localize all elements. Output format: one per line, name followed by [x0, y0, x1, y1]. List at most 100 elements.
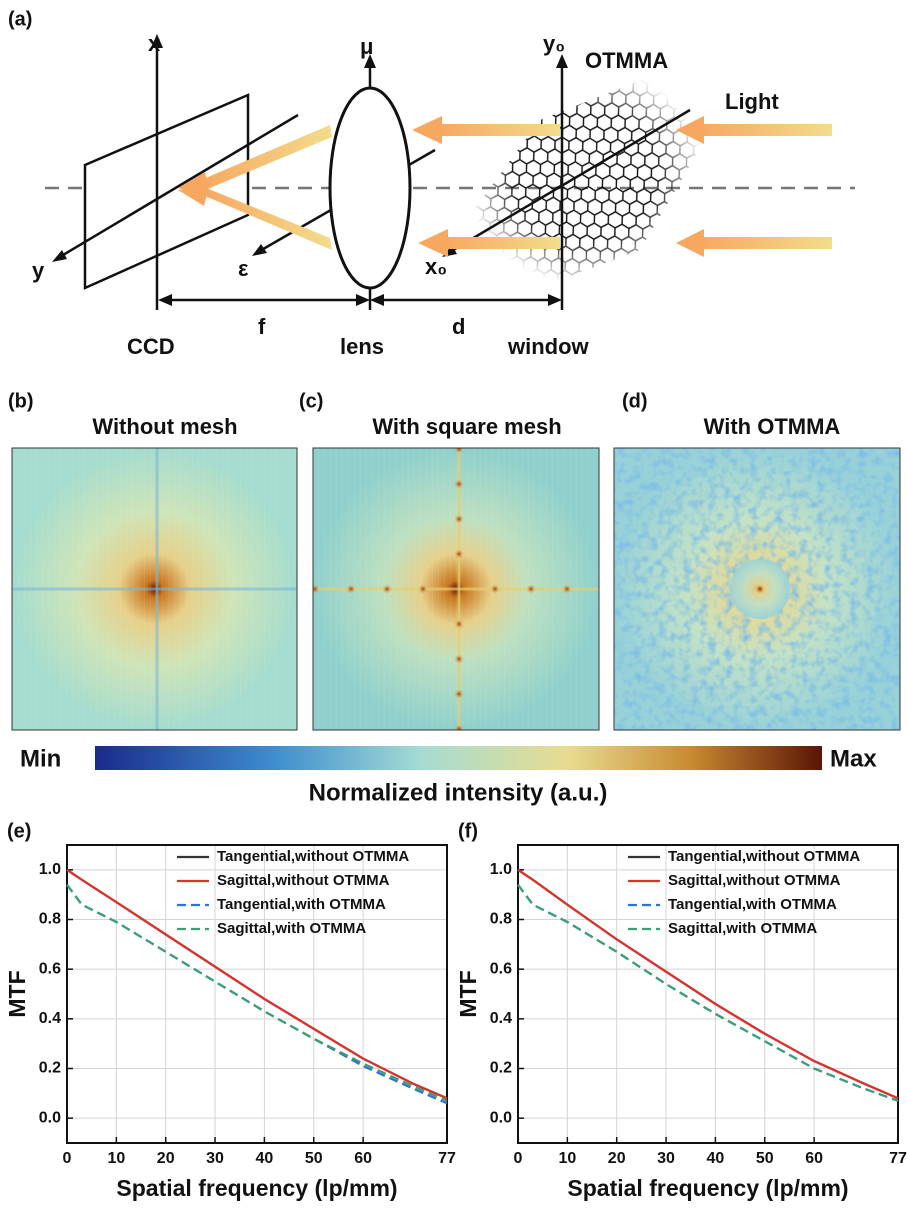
heatmap-c — [313, 448, 599, 730]
diffraction-spot — [454, 514, 464, 524]
y-tick-label: 1.0 — [39, 861, 61, 878]
legend-label: Sagittal,with OTMMA — [217, 920, 366, 937]
diffraction-spot — [454, 724, 464, 730]
arrowheads — [158, 294, 562, 306]
x-tick-label: 40 — [256, 1150, 274, 1167]
x-tick-label: 10 — [558, 1150, 576, 1167]
x-tick-label: 77 — [889, 1150, 907, 1167]
plot-frame — [66, 844, 448, 1144]
diffraction-spot — [418, 584, 428, 594]
diffraction-spot — [454, 479, 464, 489]
component-label: lens — [340, 334, 384, 359]
ccd-plane — [83, 93, 250, 290]
colorbar-title: Normalized intensity (a.u.) — [309, 779, 608, 806]
x-tick-label: 10 — [107, 1150, 125, 1167]
axis-line — [447, 108, 691, 255]
line — [66, 884, 448, 1102]
diffraction-spot — [454, 689, 464, 699]
legend-label: Tangential,without OTMMA — [668, 848, 860, 865]
x-tick-label: 50 — [305, 1150, 323, 1167]
axis-label: μ — [360, 34, 373, 59]
panel-label: (a) — [8, 8, 32, 30]
diffraction-spot — [454, 654, 464, 664]
x-tick-label: 50 — [756, 1150, 774, 1167]
axis-label: x₀ — [425, 254, 447, 279]
arrowhead — [252, 244, 267, 256]
mesh-label: OTMMA — [585, 48, 668, 73]
legend-label: Tangential,with OTMMA — [668, 896, 837, 913]
diffraction-spot — [382, 584, 392, 594]
light-arrows — [178, 116, 832, 257]
chart: (f) 0.0 0.2 0.4 0.6 0.8 1.0 0 10 20 30 40 50 60 77 Tang… — [455, 820, 907, 1201]
panel-a: (a) x μ y₀ OTMMA Light y ε x₀ CCD f lens… — [8, 8, 855, 359]
arrowhead — [556, 54, 568, 68]
arrowhead — [364, 54, 376, 68]
x-tick-label: 77 — [438, 1150, 456, 1167]
panel-title: With square mesh — [372, 414, 561, 439]
y-tick-label: 0.0 — [490, 1109, 512, 1126]
y-tick-label: 0.2 — [39, 1060, 61, 1077]
frame — [11, 447, 298, 731]
chart: (e) 0.0 0.2 0.4 0.6 0.8 1.0 0 10 20 30 40 50 60 77 Tang… — [4, 820, 456, 1201]
y-axis-title: MTF — [455, 970, 481, 1017]
x-tick-label: 30 — [657, 1150, 675, 1167]
x-axis-title: Spatial frequency (lp/mm) — [567, 1175, 848, 1201]
colorbar-min: Min — [20, 745, 61, 772]
diffraction-spot — [490, 584, 500, 594]
y-tick-label: 0.4 — [39, 1010, 61, 1027]
x-tick-label: 0 — [514, 1150, 523, 1167]
y-tick-label: 0.2 — [490, 1060, 512, 1077]
legend-label: Sagittal,without OTMMA — [668, 872, 841, 889]
arrowhead — [151, 34, 163, 48]
diffraction-spot — [346, 584, 356, 594]
diffraction-spot — [313, 584, 320, 594]
panel-label: (c) — [299, 390, 323, 412]
line — [66, 868, 448, 1100]
diffraction-spot — [454, 549, 464, 559]
x-tick-label: 40 — [707, 1150, 725, 1167]
diffraction-spot — [562, 584, 572, 594]
colorbar — [95, 746, 822, 770]
diffraction-spot — [454, 619, 464, 629]
distance-label: d — [452, 314, 465, 339]
colorbar-max: Max — [830, 745, 877, 772]
axis-label: ε — [238, 256, 249, 281]
x-tick-label: 20 — [608, 1150, 626, 1167]
y-tick-label: 0.6 — [39, 960, 61, 977]
axis-label: x — [148, 31, 161, 56]
panel-label: (d) — [622, 390, 648, 412]
plot-frame — [517, 844, 899, 1144]
diffraction-spot — [526, 584, 536, 594]
light-label: Light — [725, 89, 779, 114]
axis-label: y₀ — [543, 31, 565, 56]
y-tick-label: 0.8 — [490, 911, 512, 928]
x-axis-title: Spatial frequency (lp/mm) — [116, 1175, 397, 1201]
line — [517, 868, 899, 1100]
panel-label: (e) — [7, 820, 31, 842]
x-tick-label: 20 — [157, 1150, 175, 1167]
legend-label: Tangential,without OTMMA — [217, 848, 409, 865]
x-tick-label: 60 — [805, 1150, 823, 1167]
y-tick-label: 0.0 — [39, 1109, 61, 1126]
component-label: CCD — [127, 334, 175, 359]
axis-line — [57, 113, 299, 260]
y-tick-label: 0.6 — [490, 960, 512, 977]
diffraction-spot — [454, 448, 464, 454]
x-tick-label: 30 — [206, 1150, 224, 1167]
y-tick-label: 0.4 — [490, 1010, 512, 1027]
lens — [328, 86, 412, 290]
x-tick-label: 60 — [354, 1150, 372, 1167]
panel-title: Without mesh — [92, 414, 237, 439]
legend-label: Sagittal,without OTMMA — [217, 872, 390, 889]
legend-label: Tangential,with OTMMA — [217, 896, 386, 913]
heatmap-b — [12, 448, 297, 730]
frame — [312, 447, 600, 731]
heatmap-d — [613, 447, 901, 731]
panel-label: (f) — [458, 820, 478, 842]
panel-title: With OTMMA — [704, 414, 841, 439]
axis-label: y — [32, 258, 45, 283]
line — [517, 884, 899, 1102]
heatmaps: (b) Without mesh (c) With square mesh (d… — [8, 390, 901, 806]
otmma-mesh — [470, 55, 705, 295]
